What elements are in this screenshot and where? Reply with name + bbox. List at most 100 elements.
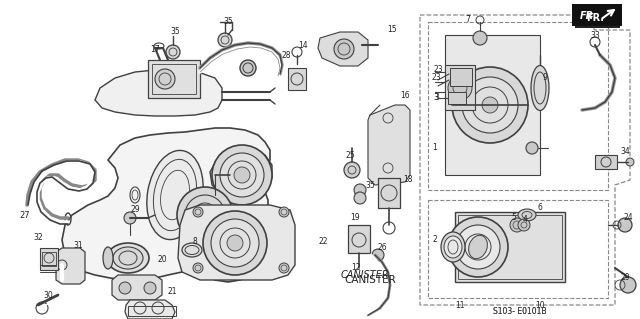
Text: CANISTER: CANISTER bbox=[344, 275, 396, 285]
Ellipse shape bbox=[518, 209, 536, 221]
Circle shape bbox=[482, 97, 498, 113]
Bar bbox=[455, 212, 565, 282]
Circle shape bbox=[203, 211, 267, 275]
Text: 25: 25 bbox=[345, 151, 355, 160]
Circle shape bbox=[218, 33, 232, 47]
Text: S103- E0101B: S103- E0101B bbox=[493, 307, 547, 315]
Text: 4: 4 bbox=[523, 216, 527, 225]
Circle shape bbox=[456, 225, 500, 269]
Text: 16: 16 bbox=[400, 92, 410, 100]
Bar bbox=[448, 92, 466, 104]
Bar bbox=[445, 35, 540, 175]
Circle shape bbox=[448, 217, 508, 277]
Bar bbox=[288, 68, 306, 90]
Bar bbox=[40, 248, 58, 270]
Text: 2: 2 bbox=[433, 235, 437, 244]
Text: 24: 24 bbox=[623, 213, 633, 222]
Circle shape bbox=[510, 218, 524, 232]
Circle shape bbox=[518, 219, 530, 231]
Text: 1: 1 bbox=[433, 144, 437, 152]
Circle shape bbox=[526, 142, 538, 154]
Text: 22: 22 bbox=[318, 238, 328, 247]
Text: 32: 32 bbox=[33, 234, 43, 242]
Circle shape bbox=[227, 235, 243, 251]
Text: 8: 8 bbox=[193, 238, 197, 247]
Polygon shape bbox=[56, 248, 85, 284]
Circle shape bbox=[240, 60, 256, 76]
Text: 3: 3 bbox=[433, 93, 438, 102]
Circle shape bbox=[211, 219, 259, 267]
Circle shape bbox=[452, 67, 528, 143]
Polygon shape bbox=[572, 4, 622, 26]
Polygon shape bbox=[95, 70, 222, 116]
Bar bbox=[378, 178, 400, 208]
Text: 33: 33 bbox=[590, 31, 600, 40]
Text: 20: 20 bbox=[157, 256, 167, 264]
Text: 11: 11 bbox=[455, 300, 465, 309]
Text: 19: 19 bbox=[350, 213, 360, 222]
Circle shape bbox=[279, 263, 289, 273]
Circle shape bbox=[234, 167, 250, 183]
Circle shape bbox=[212, 145, 272, 205]
Circle shape bbox=[471, 240, 485, 254]
Polygon shape bbox=[210, 148, 272, 200]
Text: 12: 12 bbox=[351, 263, 361, 272]
Text: 5: 5 bbox=[511, 212, 516, 221]
Ellipse shape bbox=[531, 65, 549, 110]
Circle shape bbox=[166, 45, 180, 59]
Text: S103- E0101B: S103- E0101B bbox=[493, 308, 547, 316]
Circle shape bbox=[220, 153, 264, 197]
Text: 18: 18 bbox=[403, 175, 413, 184]
Circle shape bbox=[626, 158, 634, 166]
Text: 23: 23 bbox=[431, 73, 441, 83]
Circle shape bbox=[279, 207, 289, 217]
Polygon shape bbox=[318, 32, 368, 66]
Bar bbox=[128, 306, 176, 316]
Ellipse shape bbox=[468, 235, 488, 259]
Ellipse shape bbox=[147, 151, 203, 240]
Polygon shape bbox=[368, 105, 410, 185]
Ellipse shape bbox=[103, 247, 113, 269]
Circle shape bbox=[193, 263, 203, 273]
Polygon shape bbox=[62, 128, 270, 282]
Circle shape bbox=[193, 207, 203, 217]
Text: 3: 3 bbox=[435, 93, 440, 101]
Text: 7: 7 bbox=[465, 14, 470, 24]
Bar bbox=[450, 68, 472, 86]
Text: 34: 34 bbox=[620, 147, 630, 157]
Polygon shape bbox=[575, 5, 620, 28]
Text: 21: 21 bbox=[167, 286, 177, 295]
Circle shape bbox=[155, 69, 175, 89]
Bar bbox=[595, 155, 617, 169]
Bar bbox=[458, 215, 562, 279]
Text: 15: 15 bbox=[387, 26, 397, 34]
Bar bbox=[42, 252, 56, 266]
Circle shape bbox=[354, 192, 366, 204]
Circle shape bbox=[354, 184, 366, 196]
Text: 9: 9 bbox=[543, 73, 547, 83]
Text: 35: 35 bbox=[223, 18, 233, 26]
Circle shape bbox=[344, 162, 360, 178]
Polygon shape bbox=[112, 275, 162, 300]
Bar bbox=[148, 60, 200, 98]
Text: FR.: FR. bbox=[586, 13, 604, 23]
Text: 35: 35 bbox=[170, 27, 180, 36]
Text: 23: 23 bbox=[433, 65, 443, 75]
Circle shape bbox=[119, 282, 131, 294]
Text: 6: 6 bbox=[538, 204, 543, 212]
Text: CANISTER: CANISTER bbox=[340, 270, 389, 280]
Polygon shape bbox=[125, 300, 175, 319]
Text: 27: 27 bbox=[20, 211, 30, 219]
Text: 26: 26 bbox=[377, 243, 387, 253]
Text: 10: 10 bbox=[535, 300, 545, 309]
Text: 29: 29 bbox=[620, 273, 630, 283]
Circle shape bbox=[462, 77, 518, 133]
Circle shape bbox=[124, 212, 136, 224]
Ellipse shape bbox=[444, 236, 462, 258]
Text: 14: 14 bbox=[298, 41, 308, 50]
Polygon shape bbox=[605, 4, 622, 26]
Ellipse shape bbox=[107, 243, 149, 273]
Text: 30: 30 bbox=[43, 291, 53, 300]
Circle shape bbox=[334, 39, 354, 59]
Bar bbox=[445, 65, 475, 110]
